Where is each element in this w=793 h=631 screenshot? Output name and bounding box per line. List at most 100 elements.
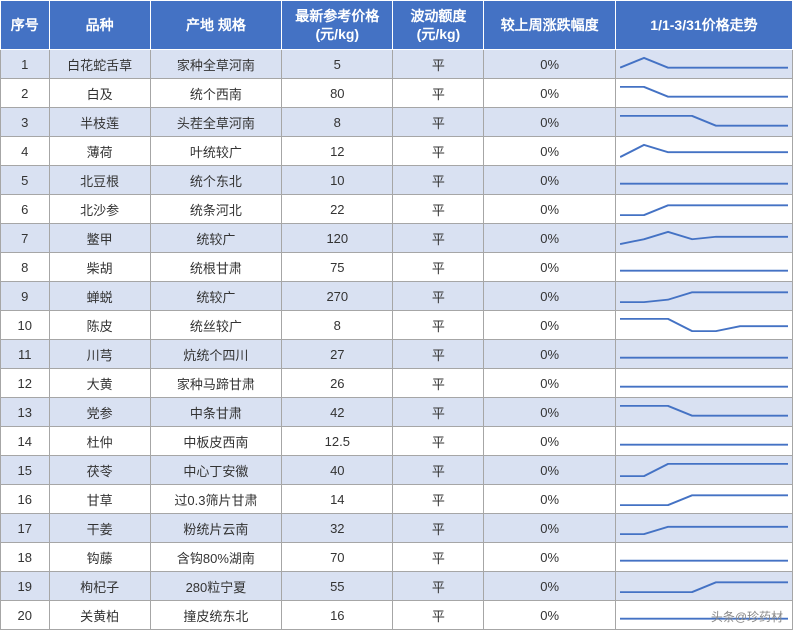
table-row: 1白花蛇舌草家种全草河南5平0% (1, 50, 793, 79)
cell-chg: 0% (484, 224, 615, 253)
cell-price: 8 (282, 311, 393, 340)
cell-name: 薄荷 (49, 137, 150, 166)
col-header-trend: 1/1-3/31价格走势 (615, 1, 792, 50)
table-row: 14杜仲中板皮西南12.5平0% (1, 427, 793, 456)
cell-idx: 12 (1, 369, 50, 398)
cell-spec: 含钩80%湖南 (150, 543, 281, 572)
cell-name: 党参 (49, 398, 150, 427)
cell-name: 蝉蜕 (49, 282, 150, 311)
cell-idx: 14 (1, 427, 50, 456)
cell-amp: 平 (393, 601, 484, 630)
cell-name: 甘草 (49, 485, 150, 514)
table-row: 7鳖甲统较广120平0% (1, 224, 793, 253)
cell-idx: 9 (1, 282, 50, 311)
cell-chg: 0% (484, 253, 615, 282)
cell-trend (615, 456, 792, 485)
cell-trend (615, 398, 792, 427)
col-header-spec: 产地 规格 (150, 1, 281, 50)
cell-chg: 0% (484, 166, 615, 195)
cell-name: 柴胡 (49, 253, 150, 282)
cell-idx: 3 (1, 108, 50, 137)
cell-trend (615, 224, 792, 253)
col-header-amp: 波动额度(元/kg) (393, 1, 484, 50)
cell-idx: 15 (1, 456, 50, 485)
cell-amp: 平 (393, 137, 484, 166)
cell-trend (615, 79, 792, 108)
cell-amp: 平 (393, 485, 484, 514)
cell-chg: 0% (484, 50, 615, 79)
table-row: 20关黄柏撞皮统东北16平0% (1, 601, 793, 630)
cell-price: 80 (282, 79, 393, 108)
cell-spec: 统个东北 (150, 166, 281, 195)
cell-price: 16 (282, 601, 393, 630)
cell-trend (615, 311, 792, 340)
cell-name: 北沙参 (49, 195, 150, 224)
cell-spec: 统个西南 (150, 79, 281, 108)
cell-name: 半枝莲 (49, 108, 150, 137)
cell-trend (615, 543, 792, 572)
cell-name: 大黄 (49, 369, 150, 398)
cell-name: 川芎 (49, 340, 150, 369)
cell-chg: 0% (484, 514, 615, 543)
cell-spec: 统丝较广 (150, 311, 281, 340)
cell-name: 枸杞子 (49, 572, 150, 601)
cell-idx: 5 (1, 166, 50, 195)
cell-price: 12 (282, 137, 393, 166)
cell-price: 8 (282, 108, 393, 137)
cell-spec: 家种马蹄甘肃 (150, 369, 281, 398)
cell-trend (615, 50, 792, 79)
cell-price: 22 (282, 195, 393, 224)
cell-name: 白及 (49, 79, 150, 108)
cell-idx: 19 (1, 572, 50, 601)
cell-trend (615, 195, 792, 224)
cell-spec: 统较广 (150, 282, 281, 311)
cell-price: 75 (282, 253, 393, 282)
cell-price: 12.5 (282, 427, 393, 456)
cell-idx: 17 (1, 514, 50, 543)
cell-price: 5 (282, 50, 393, 79)
table-row: 8柴胡统根甘肃75平0% (1, 253, 793, 282)
table-row: 12大黄家种马蹄甘肃26平0% (1, 369, 793, 398)
cell-chg: 0% (484, 485, 615, 514)
cell-spec: 炕统个四川 (150, 340, 281, 369)
cell-chg: 0% (484, 398, 615, 427)
cell-spec: 头茬全草河南 (150, 108, 281, 137)
cell-name: 钩藤 (49, 543, 150, 572)
cell-idx: 2 (1, 79, 50, 108)
table-row: 18钩藤含钩80%湖南70平0% (1, 543, 793, 572)
cell-amp: 平 (393, 166, 484, 195)
cell-price: 55 (282, 572, 393, 601)
cell-trend (615, 427, 792, 456)
cell-spec: 中心丁安徽 (150, 456, 281, 485)
cell-amp: 平 (393, 456, 484, 485)
table-row: 5北豆根统个东北10平0% (1, 166, 793, 195)
cell-chg: 0% (484, 427, 615, 456)
cell-price: 70 (282, 543, 393, 572)
cell-idx: 4 (1, 137, 50, 166)
cell-spec: 统较广 (150, 224, 281, 253)
cell-chg: 0% (484, 340, 615, 369)
cell-name: 北豆根 (49, 166, 150, 195)
cell-price: 42 (282, 398, 393, 427)
cell-idx: 13 (1, 398, 50, 427)
cell-price: 270 (282, 282, 393, 311)
cell-chg: 0% (484, 79, 615, 108)
cell-chg: 0% (484, 456, 615, 485)
table-row: 3半枝莲头茬全草河南8平0% (1, 108, 793, 137)
cell-idx: 20 (1, 601, 50, 630)
cell-price: 14 (282, 485, 393, 514)
cell-idx: 6 (1, 195, 50, 224)
cell-trend (615, 282, 792, 311)
cell-amp: 平 (393, 224, 484, 253)
cell-amp: 平 (393, 311, 484, 340)
cell-amp: 平 (393, 108, 484, 137)
cell-price: 26 (282, 369, 393, 398)
cell-name: 白花蛇舌草 (49, 50, 150, 79)
cell-idx: 1 (1, 50, 50, 79)
cell-name: 关黄柏 (49, 601, 150, 630)
table-row: 10陈皮统丝较广8平0% (1, 311, 793, 340)
cell-trend (615, 108, 792, 137)
cell-amp: 平 (393, 195, 484, 224)
cell-trend (615, 572, 792, 601)
table-row: 4薄荷叶统较广12平0% (1, 137, 793, 166)
